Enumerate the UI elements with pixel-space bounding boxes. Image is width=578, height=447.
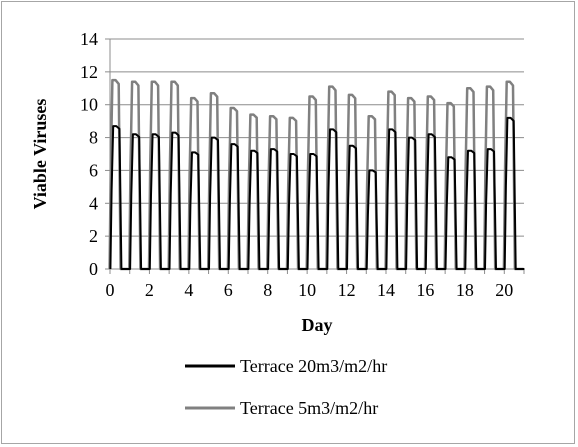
- series-line-1: [109, 116, 525, 270]
- x-tick-label-10: 10: [298, 280, 316, 300]
- y-tick-label-2: 2: [89, 226, 98, 246]
- series-line-2: [108, 78, 524, 271]
- y-tick-label-12: 12: [80, 62, 98, 82]
- x-tick-label-18: 18: [456, 280, 474, 300]
- y-tick-label-8: 8: [89, 128, 98, 148]
- x-tick-label-20: 20: [495, 280, 513, 300]
- x-tick-label-4: 4: [184, 280, 193, 300]
- x-tick-label-2: 2: [145, 280, 154, 300]
- series-layer: [108, 78, 525, 271]
- legend: Terrace 20m3/m2/hr Terrace 5m3/m2/hr: [185, 356, 387, 418]
- y-tick-label-10: 10: [80, 95, 98, 115]
- x-axis-title: Day: [302, 315, 333, 335]
- y-tick-label-6: 6: [89, 160, 98, 180]
- legend-label-1: Terrace 20m3/m2/hr: [240, 356, 387, 376]
- y-axis-title: Viable Viruses: [30, 99, 50, 210]
- tick-labels: 0 2 4 6 8 10 12 14 0 2 4 6 8 10 12 14 16 18 20: [80, 29, 513, 300]
- x-tick-label-0: 0: [106, 280, 115, 300]
- x-tick-label-16: 16: [416, 280, 434, 300]
- legend-label-2: Terrace 5m3/m2/hr: [240, 398, 378, 418]
- y-tick-label-0: 0: [89, 259, 98, 279]
- x-tick-label-14: 14: [377, 280, 395, 300]
- x-tick-label-8: 8: [263, 280, 272, 300]
- x-tick-label-6: 6: [224, 280, 233, 300]
- y-tick-label-4: 4: [89, 193, 98, 213]
- x-tick-label-12: 12: [338, 280, 356, 300]
- y-tick-label-14: 14: [80, 29, 98, 49]
